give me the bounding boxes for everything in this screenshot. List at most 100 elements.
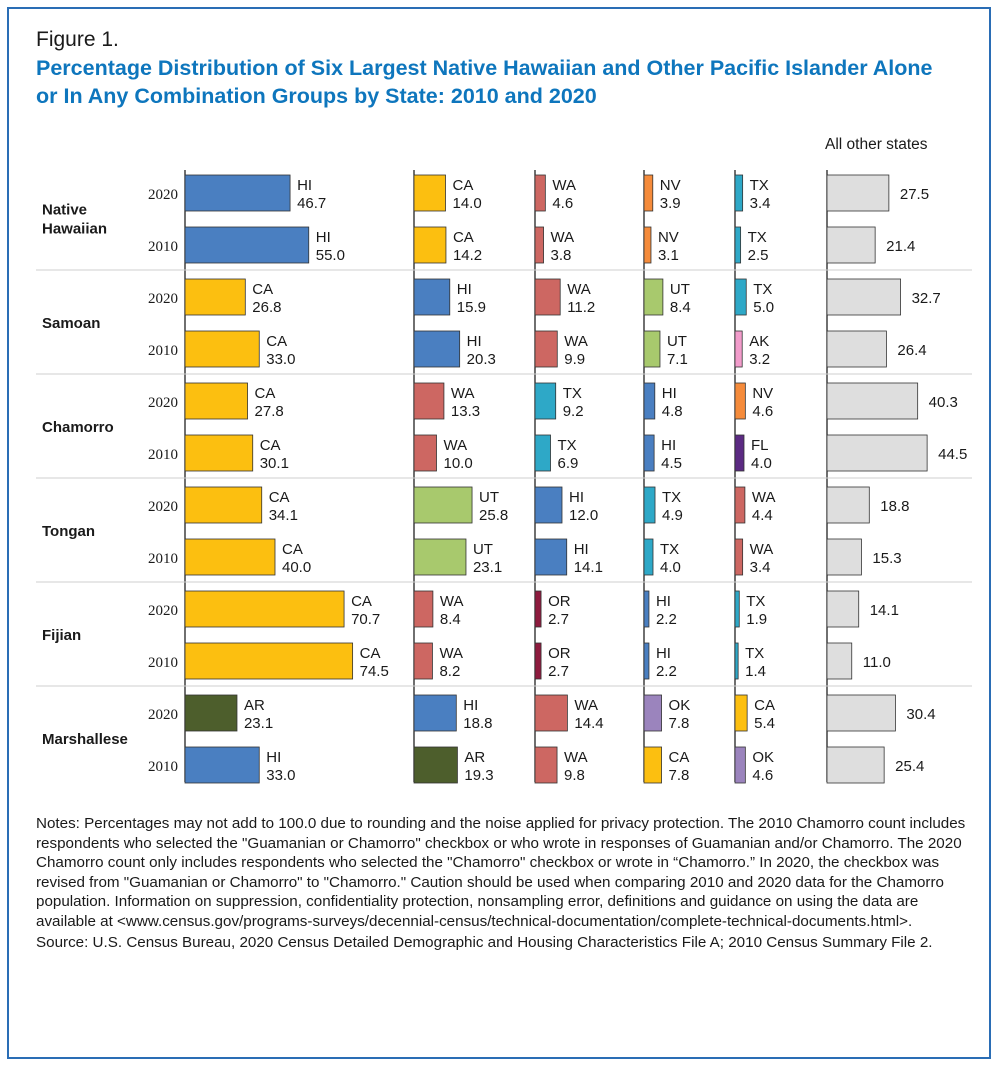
bar-state-label: HI xyxy=(457,281,472,298)
bar-ca xyxy=(184,278,246,316)
bar-ca xyxy=(184,590,345,628)
bar-hi xyxy=(534,538,568,576)
bar-ca xyxy=(413,174,446,212)
bar-hi xyxy=(184,226,310,264)
bar-all-other-states xyxy=(826,278,901,316)
bar-state-label: WA xyxy=(750,541,774,558)
bar-state-label: HI xyxy=(467,333,482,350)
bar-all-other-states xyxy=(826,694,896,732)
bar-state-label: HI xyxy=(656,593,671,610)
bar-ut xyxy=(643,278,664,316)
bar-wa xyxy=(534,278,561,316)
bar-all-other-states xyxy=(826,590,860,628)
bar-value-label: 3.9 xyxy=(660,195,681,212)
bar-state-label: WA xyxy=(752,489,776,506)
bar-value-label: 2.2 xyxy=(656,611,677,628)
bar-value-label: 4.8 xyxy=(662,403,683,420)
bar-state-label: WA xyxy=(564,749,588,766)
bar-value-label: 23.1 xyxy=(473,559,502,576)
group-label: Native Hawaiian xyxy=(42,202,107,238)
bar-value-label: 5.4 xyxy=(754,715,775,732)
bar-state-label: AR xyxy=(464,749,485,766)
bar-value-label: 34.1 xyxy=(269,507,298,524)
bar-state-label: CA xyxy=(282,541,303,558)
bar-state-label: CA xyxy=(453,229,474,246)
bar-value-label: 27.8 xyxy=(255,403,284,420)
bar-tx xyxy=(643,538,654,576)
bar-value-label: 1.4 xyxy=(745,663,766,680)
bar-state-label: WA xyxy=(440,593,464,610)
bar-wa xyxy=(413,382,445,420)
bar-state-label: TX xyxy=(660,541,679,558)
year-label: 2010 xyxy=(148,655,178,671)
other-column-header: All other states xyxy=(825,136,928,153)
bar-state-label: HI xyxy=(463,697,478,714)
bar-value-label: 5.0 xyxy=(753,299,774,316)
bar-hi xyxy=(643,434,655,472)
bar-tx xyxy=(734,278,747,316)
bar-nv xyxy=(643,226,652,264)
bar-hi xyxy=(413,330,461,368)
bar-value-label: 13.3 xyxy=(451,403,480,420)
bar-or xyxy=(534,590,542,628)
bar-state-label: FL xyxy=(751,437,769,454)
group-label: Chamorro xyxy=(42,419,114,436)
bar-state-label: HI xyxy=(656,645,671,662)
bar-value-label: 19.3 xyxy=(464,767,493,784)
bar-ca xyxy=(184,486,263,524)
bar-ca xyxy=(413,226,447,264)
bar-value-label: 4.6 xyxy=(752,403,773,420)
bar-state-label: WA xyxy=(444,437,468,454)
bar-tx xyxy=(734,174,744,212)
bar-state-label: HI xyxy=(316,229,331,246)
bar-value-label: 7.8 xyxy=(669,767,690,784)
bar-value-label: 4.6 xyxy=(752,767,773,784)
bar-value-label: 21.4 xyxy=(886,238,915,255)
year-label: 2010 xyxy=(148,551,178,567)
bar-state-label: TX xyxy=(753,281,772,298)
bar-state-label: WA xyxy=(564,333,588,350)
bar-tx xyxy=(734,590,740,628)
year-label: 2020 xyxy=(148,395,178,411)
bar-ok xyxy=(643,694,662,732)
bar-value-label: 15.9 xyxy=(457,299,486,316)
bar-state-label: OR xyxy=(548,645,571,662)
bar-wa xyxy=(534,746,558,784)
bar-state-label: TX xyxy=(558,437,577,454)
bar-value-label: 18.8 xyxy=(463,715,492,732)
bar-wa xyxy=(413,590,434,628)
bar-value-label: 8.2 xyxy=(439,663,460,680)
bar-state-label: CA xyxy=(252,281,273,298)
bar-value-label: 4.0 xyxy=(660,559,681,576)
bar-state-label: WA xyxy=(439,645,463,662)
bar-state-label: HI xyxy=(661,437,676,454)
bar-value-label: 18.8 xyxy=(880,498,909,515)
bar-state-label: HI xyxy=(266,749,281,766)
bar-value-label: 15.3 xyxy=(872,550,901,567)
bar-state-label: AR xyxy=(244,697,265,714)
bar-value-label: 3.1 xyxy=(658,247,679,264)
bar-ut xyxy=(413,538,467,576)
bar-value-label: 6.9 xyxy=(558,455,579,472)
bar-tx xyxy=(534,382,557,420)
bar-value-label: 26.8 xyxy=(252,299,281,316)
bar-value-label: 40.3 xyxy=(929,394,958,411)
bar-hi xyxy=(413,278,451,316)
bar-state-label: TX xyxy=(662,489,681,506)
year-label: 2010 xyxy=(148,239,178,255)
bar-all-other-states xyxy=(826,330,887,368)
bar-value-label: 27.5 xyxy=(900,186,929,203)
bar-state-label: CA xyxy=(360,645,381,662)
bar-all-other-states xyxy=(826,382,919,420)
bar-value-label: 2.7 xyxy=(548,611,569,628)
bar-value-label: 4.0 xyxy=(751,455,772,472)
bar-hi xyxy=(413,694,457,732)
bar-state-label: CA xyxy=(754,697,775,714)
bar-state-label: OK xyxy=(752,749,774,766)
bar-value-label: 30.1 xyxy=(260,455,289,472)
bar-hi xyxy=(643,382,656,420)
bar-value-label: 10.0 xyxy=(444,455,473,472)
group-label: Fijian xyxy=(42,627,81,644)
bar-state-label: HI xyxy=(662,385,677,402)
